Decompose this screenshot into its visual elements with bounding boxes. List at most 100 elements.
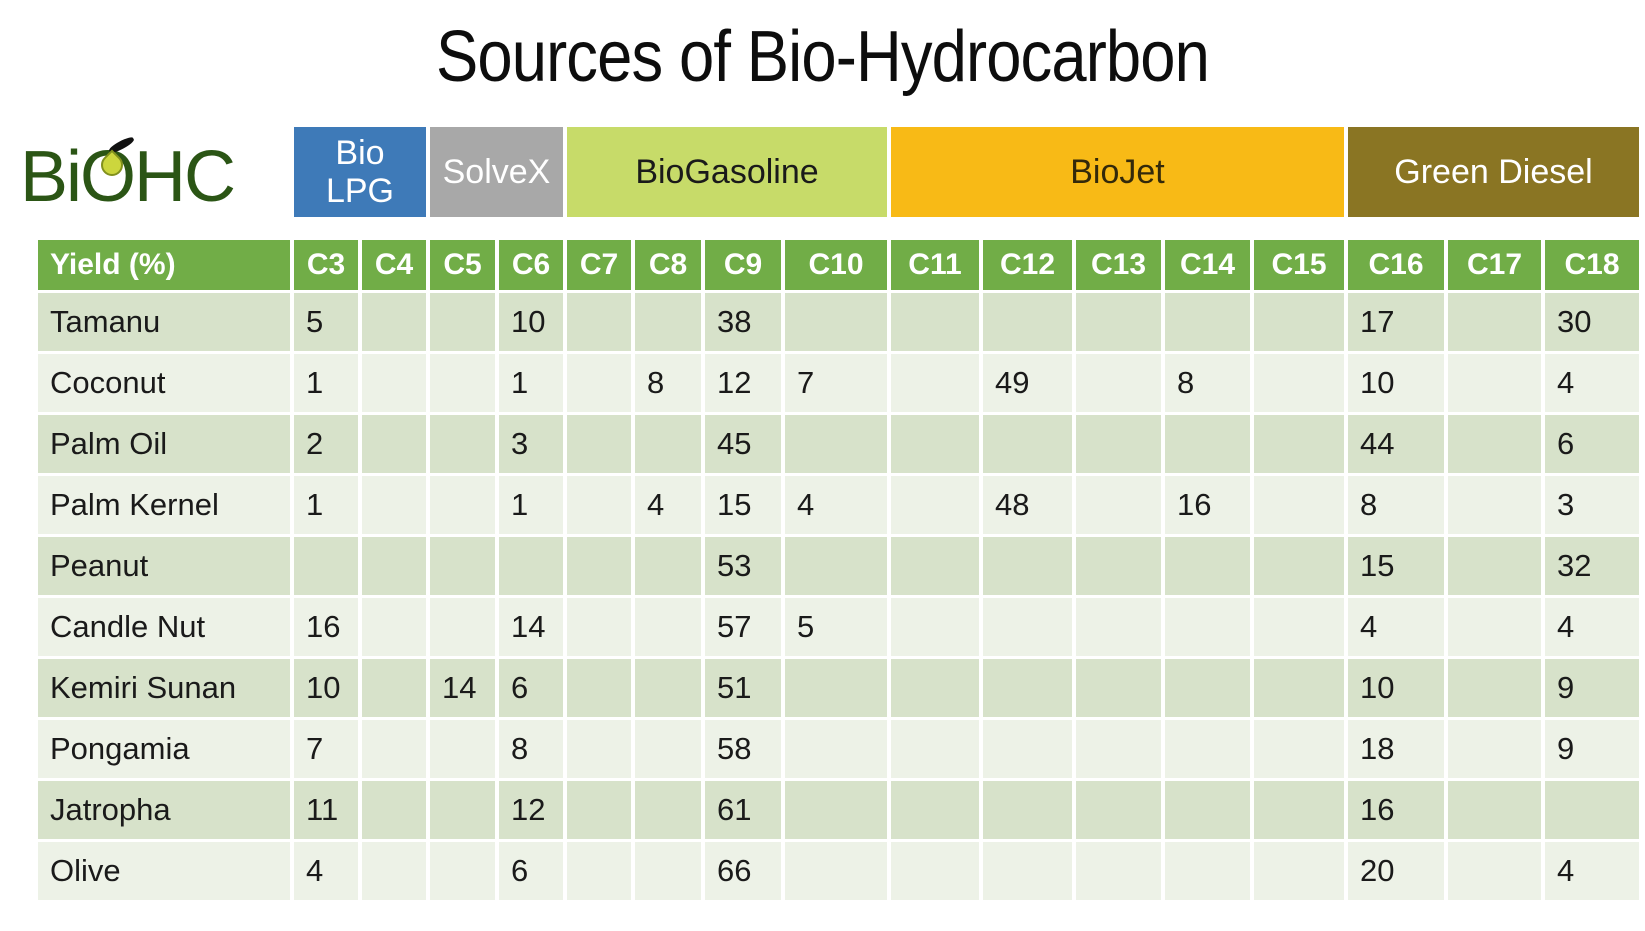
header-cell-yield: Yield (%) [38,240,290,290]
yield-cell [635,537,701,595]
yield-cell [1254,598,1344,656]
yield-cell: 15 [705,476,781,534]
category-band-row: Bio LPG SolveX BioGasoline BioJet Green Dies… [34,127,1643,217]
yield-cell [983,659,1072,717]
yield-cell: 7 [294,720,358,778]
yield-cell [1165,415,1250,473]
yield-cell: 57 [705,598,781,656]
yield-cell [1448,781,1541,839]
yield-cell [785,781,887,839]
yield-cell: 6 [499,842,563,900]
yield-cell: 11 [294,781,358,839]
yield-cell: 1 [294,354,358,412]
yield-cell: 48 [983,476,1072,534]
yield-cell [1254,842,1344,900]
row-label: Kemiri Sunan [38,659,290,717]
yield-cell: 16 [294,598,358,656]
yield-cell: 8 [1165,354,1250,412]
yield-cell [1165,720,1250,778]
yield-cell [362,720,426,778]
band-solvex: SolveX [430,127,563,217]
yield-cell [362,354,426,412]
yield-cell [1076,720,1161,778]
column-header: C11 [891,240,979,290]
column-header: C16 [1348,240,1444,290]
yield-cell [785,842,887,900]
yield-cell: 38 [705,293,781,351]
yield-cell [1448,476,1541,534]
yield-cell: 18 [1348,720,1444,778]
yield-cell: 4 [1545,842,1639,900]
yield-cell: 4 [785,476,887,534]
band-green-diesel: Green Diesel [1348,127,1639,217]
band-biogasoline: BioGasoline [567,127,887,217]
table-row: Palm Kernel 1 1 4 15 4 48 16 8 3 [38,476,1639,534]
yield-cell [891,720,979,778]
yield-cell [430,415,495,473]
logo-text-hc: HC [134,137,236,217]
band-biojet: BioJet [891,127,1344,217]
band-label: BioJet [1070,152,1165,191]
yield-cell [430,598,495,656]
yield-cell [891,293,979,351]
yield-cell [567,720,631,778]
yield-cell [294,537,358,595]
row-label: Olive [38,842,290,900]
yield-cell [567,659,631,717]
yield-cell [1254,476,1344,534]
yield-cell: 15 [1348,537,1444,595]
yield-cell: 10 [1348,354,1444,412]
yield-cell: 4 [1348,598,1444,656]
yield-cell [785,659,887,717]
yield-cell [567,354,631,412]
yield-cell [1254,293,1344,351]
yield-cell [1448,842,1541,900]
yield-cell [1545,781,1639,839]
yield-cell [1165,781,1250,839]
yield-cell: 16 [1165,476,1250,534]
yield-cell: 30 [1545,293,1639,351]
yield-cell: 4 [1545,598,1639,656]
yield-cell [1448,598,1541,656]
yield-cell [891,781,979,839]
band-label: SolveX [442,152,551,191]
yield-cell [1448,659,1541,717]
yield-cell: 14 [430,659,495,717]
yield-cell [635,781,701,839]
yield-cell [567,781,631,839]
yield-cell: 8 [635,354,701,412]
yield-cell [891,842,979,900]
column-header: C14 [1165,240,1250,290]
yield-cell: 58 [705,720,781,778]
yield-cell: 2 [294,415,358,473]
yield-cell [1448,537,1541,595]
yield-cell: 45 [705,415,781,473]
yield-cell [635,659,701,717]
logo-o-glyph: O [80,137,136,217]
yield-cell [891,659,979,717]
yield-cell [1076,842,1161,900]
table-header-row: Yield (%) C3 C4 C5 C6 C7 C8 C9 C10 C11 C12 C13 C14 C1… [38,240,1639,290]
yield-cell: 10 [294,659,358,717]
row-label: Palm Kernel [38,476,290,534]
yield-cell [983,537,1072,595]
table-row: Tamanu 5 10 38 17 30 [38,293,1639,351]
yield-cell: 20 [1348,842,1444,900]
yield-cell [362,537,426,595]
yield-cell [1076,354,1161,412]
yield-cell [635,720,701,778]
yield-cell: 9 [1545,659,1639,717]
yield-cell [567,293,631,351]
table-row: Jatropha 11 12 61 16 [38,781,1639,839]
yield-cell [567,415,631,473]
yield-cell [430,720,495,778]
yield-cell [362,598,426,656]
band-bio-lpg: Bio LPG [294,127,426,217]
yield-cell [1076,293,1161,351]
yield-cell [1076,598,1161,656]
column-header: C8 [635,240,701,290]
yield-cell: 16 [1348,781,1444,839]
yield-cell [635,598,701,656]
yield-cell [1254,537,1344,595]
